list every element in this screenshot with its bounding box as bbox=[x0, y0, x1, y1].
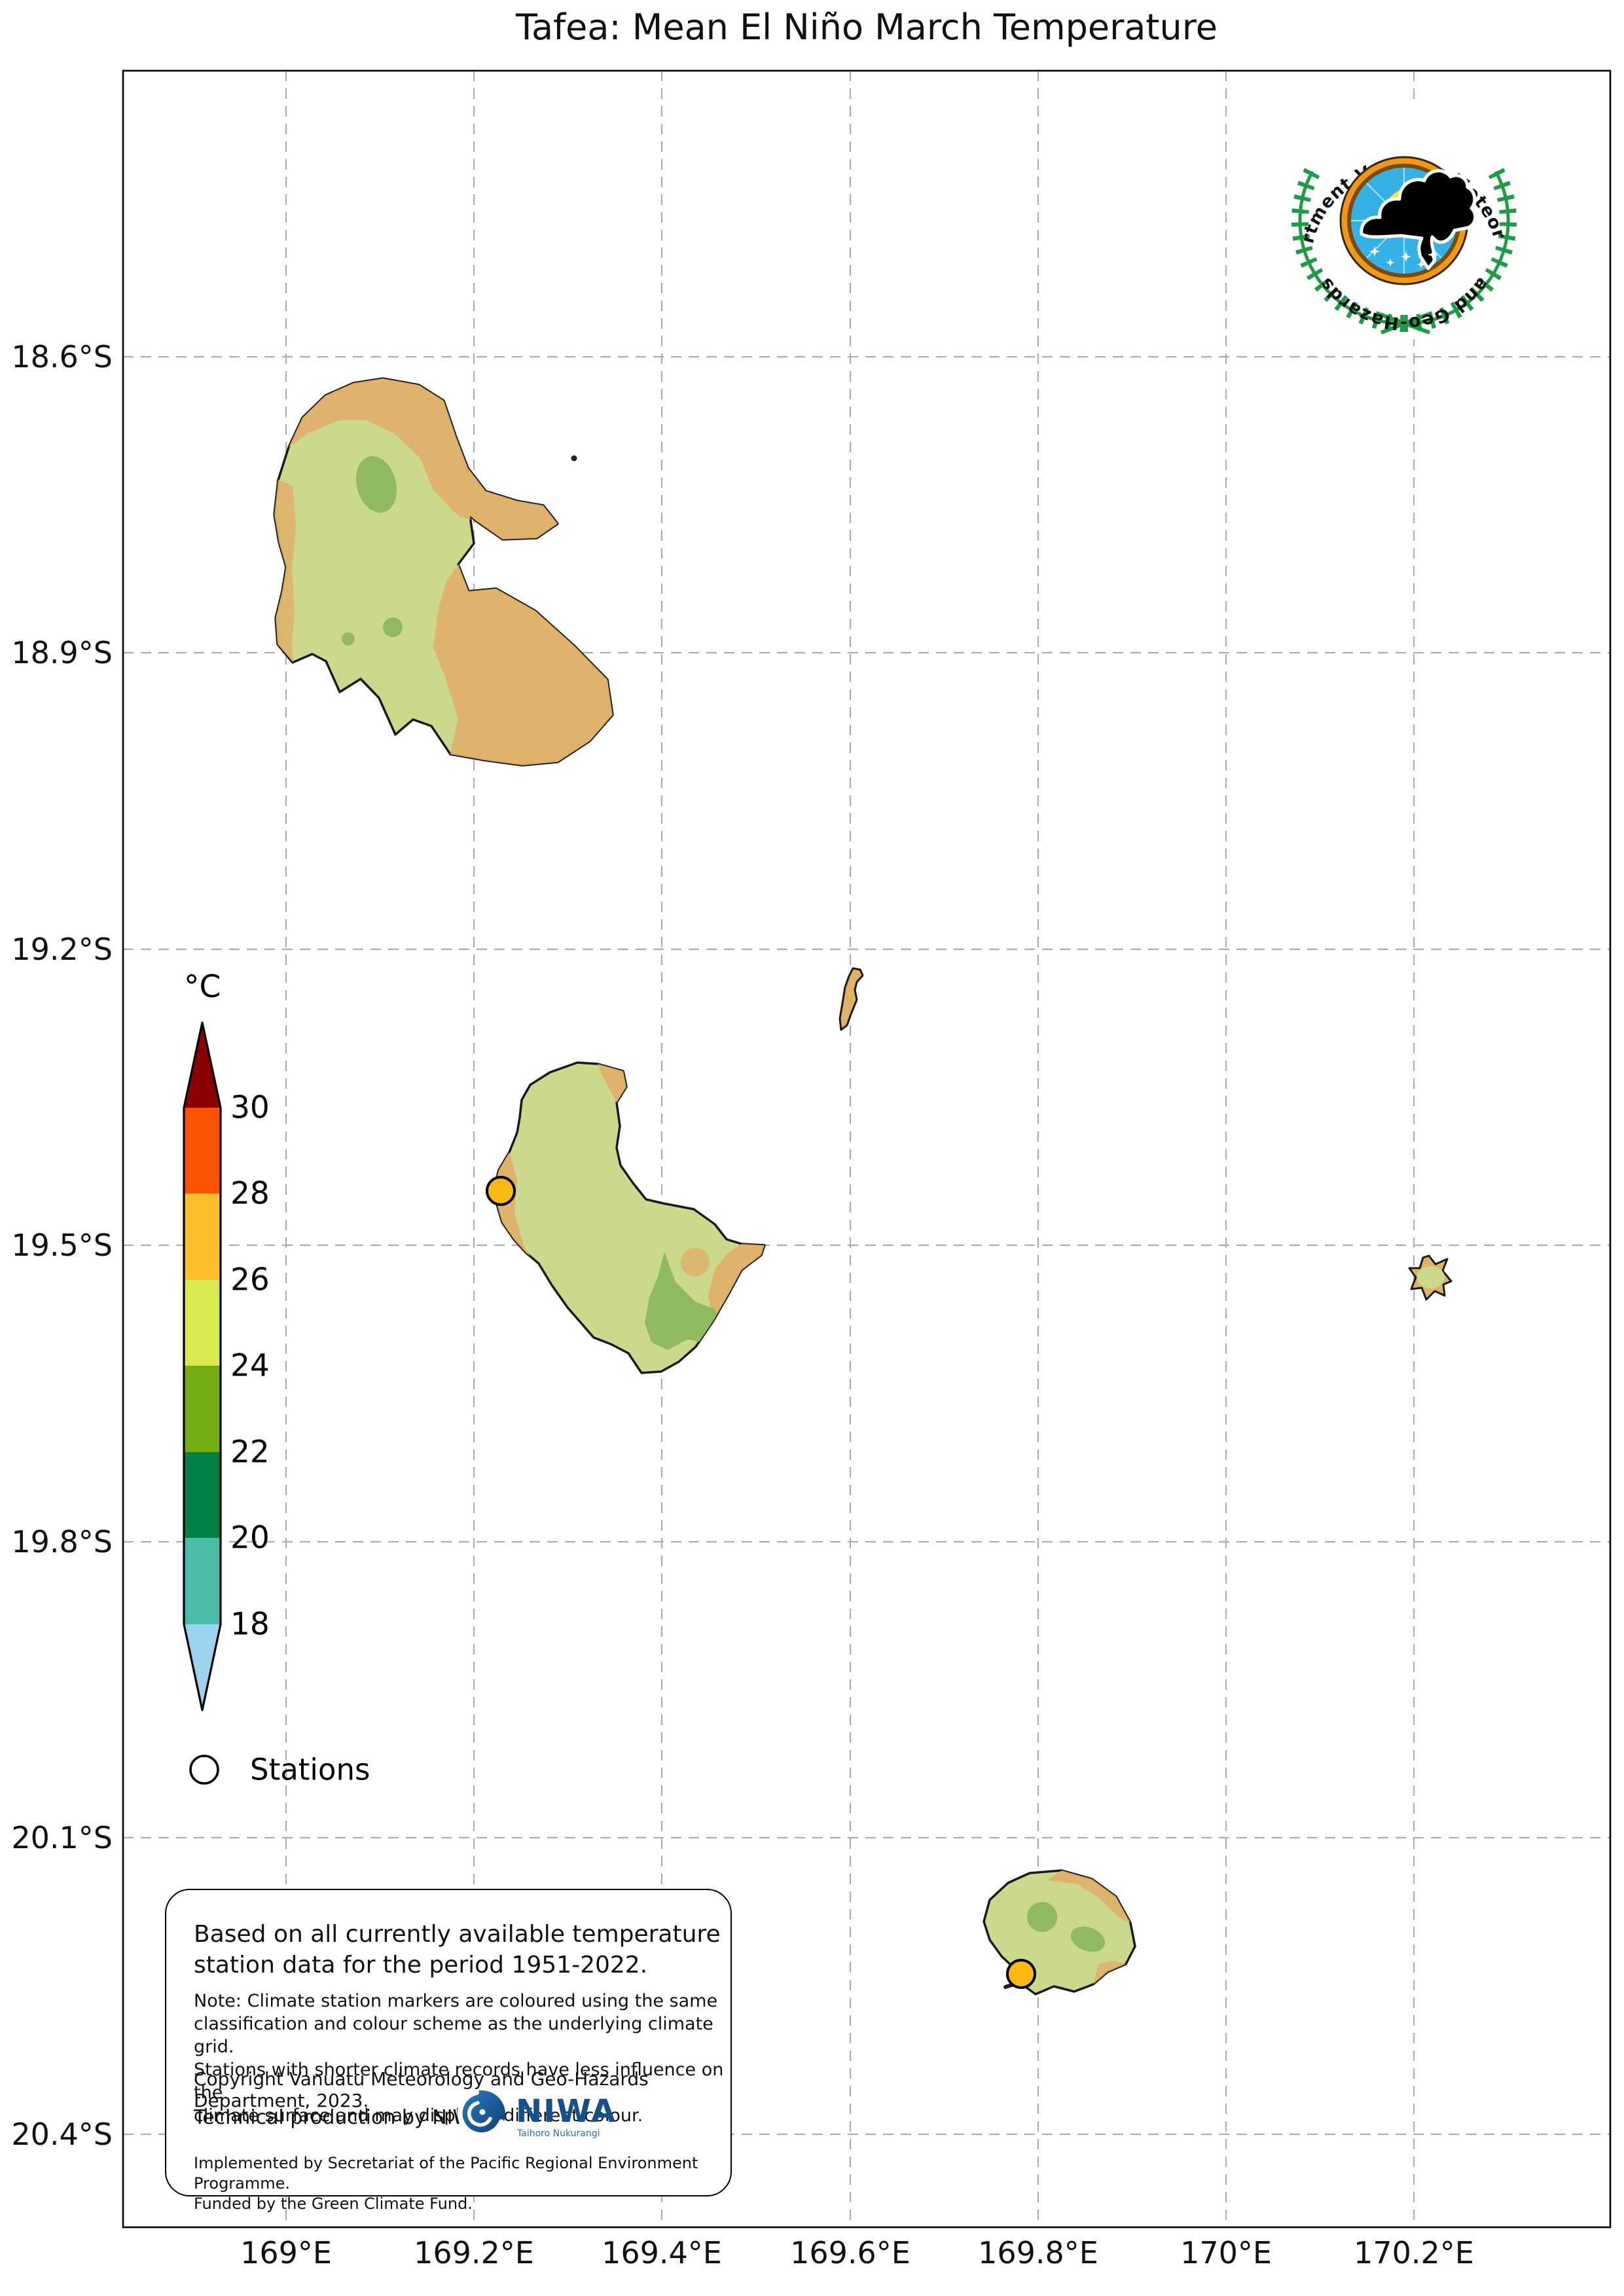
summary-text: Based on all currently available tempera… bbox=[194, 1919, 721, 1980]
highland-patch bbox=[645, 1252, 721, 1350]
note-line: Stations with shorter climate records ha… bbox=[194, 2060, 724, 2103]
implemented-line: Funded by the Green Climate Fund. bbox=[194, 2195, 473, 2213]
island-tanna bbox=[486, 1061, 766, 1374]
niwa-swirl-icon bbox=[457, 2090, 505, 2138]
x-tick-label: 169.8°E bbox=[978, 2235, 1098, 2270]
island-futuna bbox=[1408, 1254, 1453, 1301]
coastal-lowland-patch bbox=[1047, 1870, 1130, 1923]
station-marker bbox=[486, 1176, 516, 1206]
island-aniwa bbox=[839, 967, 864, 1031]
x-tick-label: 169.6°E bbox=[790, 2235, 911, 2270]
y-tick-label: 19.5°S bbox=[11, 1228, 113, 1263]
x-tick-label: 170°E bbox=[1180, 2235, 1272, 2270]
plot-border bbox=[122, 69, 1612, 2229]
coastal-lowland-patch bbox=[289, 378, 558, 539]
colorbar-band-28-30 bbox=[184, 1108, 221, 1194]
summary-line: station data for the period 1951-2022. bbox=[194, 1952, 648, 1978]
colorbar-unit-label: °C bbox=[184, 969, 221, 1005]
implemented-line: Implemented by Secretariat of the Pacifi… bbox=[194, 2154, 698, 2193]
coastal-lowland-patch bbox=[1093, 1961, 1126, 1984]
page-title: Tafea: Mean El Niño March Temperature bbox=[515, 7, 1218, 48]
colorbar-band-gt30 bbox=[184, 1023, 221, 1108]
y-tick-label: 18.6°S bbox=[11, 339, 113, 374]
colorbar-outline bbox=[183, 1021, 222, 1711]
stations-legend-marker bbox=[189, 1755, 219, 1785]
colorbar-tick-label: 26 bbox=[230, 1262, 270, 1298]
colorbar-band-22-24 bbox=[184, 1366, 221, 1452]
colorbar-tick-label: 30 bbox=[230, 1089, 270, 1126]
coastal-lowland-patch bbox=[598, 1064, 626, 1102]
coastal-lowland-patch bbox=[681, 1248, 710, 1277]
highland-patch bbox=[1417, 1266, 1445, 1288]
highland-patch bbox=[1070, 1926, 1106, 1952]
coastal-lowland-patch bbox=[433, 564, 613, 765]
colorbar-tick-label: 18 bbox=[230, 1606, 270, 1643]
x-tick-label: 169.2°E bbox=[414, 2235, 534, 2270]
island-aneityum bbox=[983, 1869, 1136, 1995]
colorbar-band-18-20 bbox=[184, 1538, 221, 1624]
note-line: classification and colour scheme as the … bbox=[194, 2014, 713, 2057]
y-tick-label: 19.2°S bbox=[11, 932, 113, 967]
y-tick-label: 20.1°S bbox=[11, 1820, 113, 1855]
technical-production-text: Technical production by NIWA bbox=[194, 2106, 485, 2129]
colorbar-band-lt18 bbox=[184, 1624, 221, 1710]
colorbar-band-24-26 bbox=[184, 1280, 221, 1366]
niwa-wordmark: NIWA bbox=[516, 2093, 617, 2130]
colorbar-tick-label: 28 bbox=[230, 1175, 270, 1212]
highland-patch bbox=[1027, 1902, 1057, 1932]
stars-icon bbox=[1369, 246, 1438, 269]
coastal-lowland-patch bbox=[708, 1244, 765, 1321]
x-tick-label: 169°E bbox=[240, 2235, 332, 2270]
note-line: climate surface and may display a differ… bbox=[194, 2105, 643, 2126]
note-text: Note: Climate station markers are colour… bbox=[194, 1990, 731, 2127]
colorbar-tick-label: 22 bbox=[230, 1434, 270, 1470]
stations-legend-label: Stations bbox=[250, 1752, 370, 1787]
island-tanna-land bbox=[493, 1061, 766, 1374]
y-tick-label: 20.4°S bbox=[11, 2117, 113, 2152]
niwa-subtitle: Taihoro Nukurangi bbox=[516, 2128, 600, 2139]
station-marker bbox=[1006, 1959, 1036, 1989]
laurel-wreath-icon bbox=[1291, 167, 1517, 335]
coastal-lowland-patch bbox=[274, 480, 296, 663]
implemented-text: Implemented by Secretariat of the Pacifi… bbox=[194, 2153, 731, 2214]
y-tick-label: 18.9°S bbox=[11, 635, 113, 670]
colorbar-tick-label: 24 bbox=[230, 1347, 270, 1384]
niwa-logo: NIWA Taihoro Nukurangi bbox=[457, 2090, 617, 2139]
cloud-icon bbox=[1360, 169, 1477, 270]
colorbar-tick-label: 20 bbox=[230, 1520, 270, 1556]
highland-patch bbox=[355, 456, 397, 513]
highland-patch bbox=[383, 617, 403, 637]
island-erromango bbox=[273, 377, 614, 767]
colorbar-band-26-28 bbox=[184, 1194, 221, 1280]
note-line: Note: Climate station markers are colour… bbox=[194, 1991, 718, 2011]
colorbar bbox=[183, 1021, 222, 1711]
copyright-text: Copyright Vanuatu Meteorology and Geo-Ha… bbox=[194, 2068, 649, 2111]
info-box: Based on all currently available tempera… bbox=[165, 1889, 732, 2213]
islet-dot bbox=[571, 455, 577, 462]
vmgd-logo: Department Vanuatu Meteorology and Geo-H… bbox=[1283, 100, 1523, 340]
x-tick-label: 169.4°E bbox=[602, 2235, 722, 2270]
highland-patch bbox=[342, 632, 355, 646]
y-tick-label: 19.8°S bbox=[11, 1524, 113, 1559]
colorbar-band-20-22 bbox=[184, 1452, 221, 1538]
summary-line: Based on all currently available tempera… bbox=[194, 1921, 721, 1948]
x-tick-label: 170.2°E bbox=[1354, 2235, 1474, 2270]
